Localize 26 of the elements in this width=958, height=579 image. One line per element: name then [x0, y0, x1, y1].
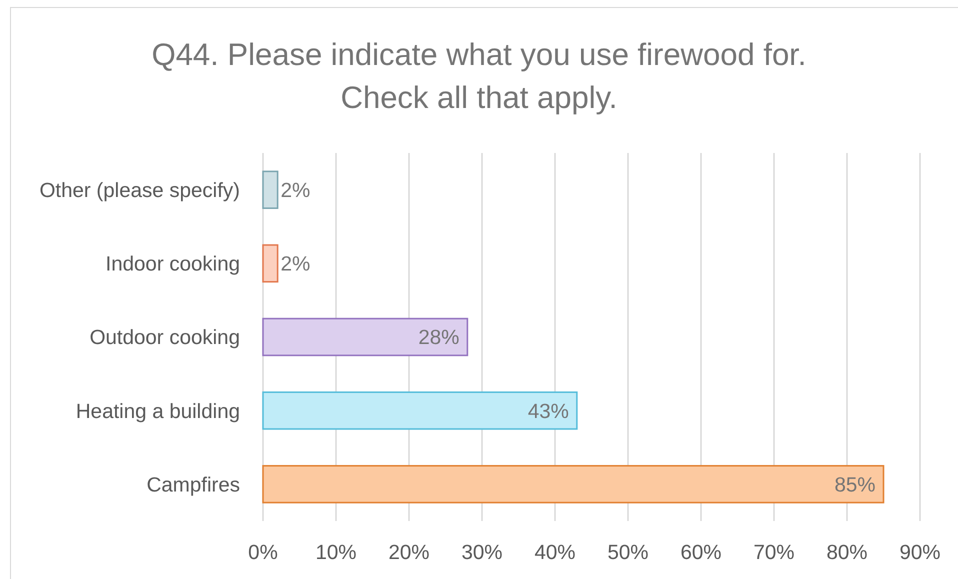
y-tick-label: Other (please specify) [39, 178, 240, 202]
bar [262, 244, 278, 283]
x-tick-label: 50% [607, 541, 649, 564]
y-tick-label: Outdoor cooking [90, 326, 240, 350]
x-tick-label: 80% [826, 541, 868, 564]
x-tick-label: 10% [315, 541, 357, 564]
data-label: 43% [528, 400, 569, 423]
x-tick-label: 0% [248, 541, 278, 564]
x-tick-label: 30% [461, 541, 503, 564]
bar [262, 391, 578, 430]
bar [262, 170, 278, 209]
data-label: 85% [834, 473, 876, 496]
x-tick-label: 60% [680, 541, 722, 564]
x-tick-label: 40% [534, 541, 576, 564]
y-tick-label: Indoor cooking [106, 252, 240, 276]
x-tick-label: 20% [388, 541, 430, 564]
y-tick-label: Heating a building [76, 400, 240, 423]
data-label: 2% [280, 252, 310, 276]
y-tick-label: Campfires [146, 473, 240, 496]
data-label: 28% [418, 326, 460, 350]
x-tick-label: 70% [753, 541, 795, 564]
bar [262, 318, 468, 356]
chart-title: Q44. Please indicate what you use firewood for. Check all that apply. [152, 37, 806, 115]
x-tick-label: 90% [899, 541, 941, 564]
bar [262, 465, 884, 504]
data-label: 2% [280, 178, 310, 202]
